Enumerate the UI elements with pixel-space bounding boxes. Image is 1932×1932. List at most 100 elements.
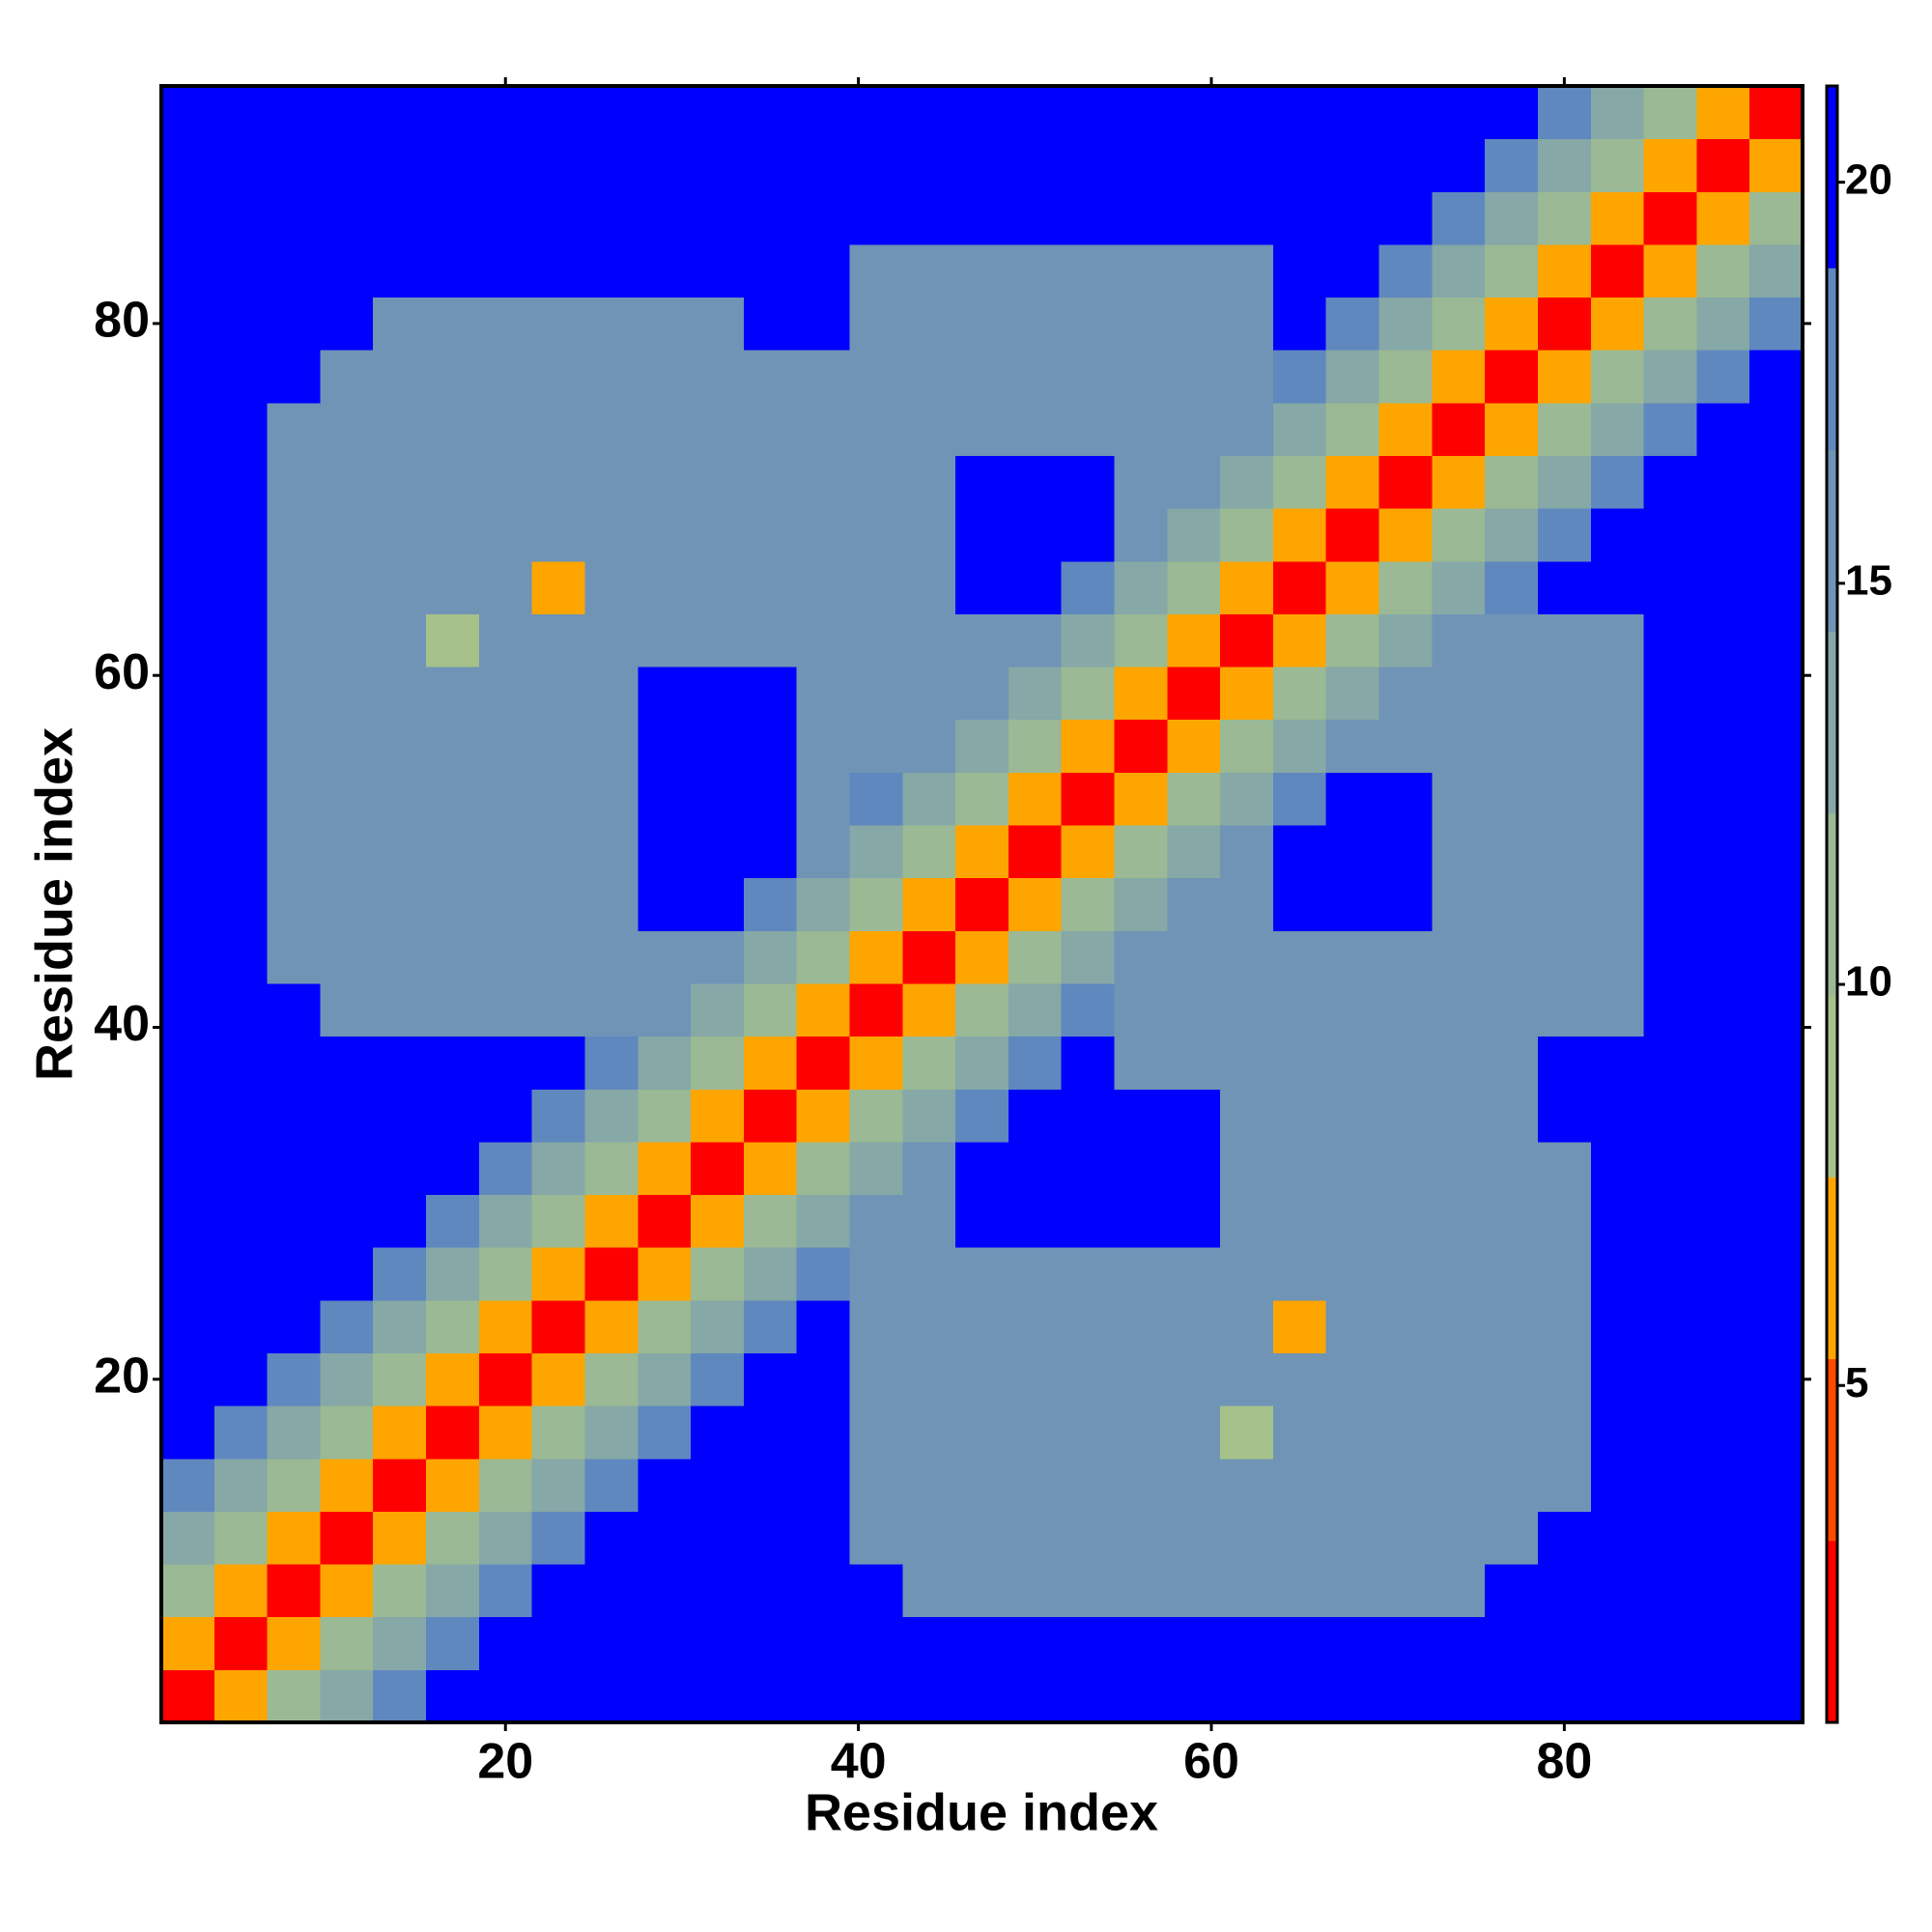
cell	[267, 719, 321, 773]
cell	[1114, 877, 1168, 931]
cell	[531, 1511, 585, 1565]
cell	[638, 1564, 692, 1618]
cell	[1272, 138, 1327, 192]
cell	[691, 1036, 745, 1090]
cell	[743, 1458, 798, 1512]
cell	[902, 86, 956, 140]
cell	[320, 350, 374, 404]
cell	[1485, 243, 1539, 298]
cell	[902, 560, 956, 614]
cell	[743, 982, 798, 1037]
cell	[902, 1669, 956, 1723]
cell	[796, 350, 850, 404]
cell	[320, 825, 374, 879]
cell	[161, 1089, 215, 1143]
cell	[320, 1299, 374, 1353]
cell	[531, 772, 585, 826]
cell	[1061, 877, 1116, 931]
cell	[691, 667, 745, 721]
cell	[743, 1564, 798, 1618]
cell	[1643, 1406, 1697, 1460]
x-tick-label: 40	[831, 1734, 887, 1790]
cell	[478, 86, 533, 140]
cell	[1378, 719, 1433, 773]
cell	[1537, 455, 1592, 509]
cell	[213, 1036, 269, 1090]
cell	[1485, 1089, 1539, 1143]
cell	[849, 1352, 903, 1406]
cell	[531, 1036, 585, 1090]
cell	[478, 877, 533, 931]
cell	[796, 1352, 850, 1406]
cell	[1643, 1352, 1697, 1406]
cell	[1537, 402, 1592, 457]
cell	[691, 86, 745, 140]
cell	[478, 560, 533, 614]
cell	[1590, 1511, 1645, 1565]
cell	[584, 1247, 639, 1301]
cell	[796, 297, 850, 351]
cell	[1114, 455, 1168, 509]
cell	[213, 1194, 269, 1248]
cell	[1537, 825, 1592, 879]
cell	[1696, 877, 1750, 931]
cell	[1749, 1141, 1804, 1196]
cell	[955, 1089, 1009, 1143]
cell	[161, 508, 215, 562]
cell	[1325, 772, 1380, 826]
cell	[426, 138, 480, 192]
cell	[1432, 560, 1486, 614]
y-tick-label: 40	[94, 996, 150, 1052]
cell	[426, 930, 480, 984]
cell	[1590, 930, 1645, 984]
cell	[373, 350, 427, 404]
cell	[1061, 930, 1116, 984]
cell	[161, 243, 215, 298]
cell	[1220, 1616, 1274, 1670]
cell	[1696, 613, 1750, 668]
cell	[902, 772, 956, 826]
cell	[638, 667, 692, 721]
cell	[1272, 455, 1327, 509]
cell	[1378, 877, 1433, 931]
cell	[373, 613, 427, 668]
cell	[1272, 1406, 1327, 1460]
cell	[1325, 825, 1380, 879]
cell	[373, 1669, 427, 1723]
cell	[1537, 191, 1592, 245]
cell	[1008, 1141, 1063, 1196]
cell	[1325, 1458, 1380, 1512]
cell	[638, 825, 692, 879]
cell	[1432, 86, 1486, 140]
cell	[478, 1458, 533, 1512]
cell	[320, 86, 374, 140]
cell	[426, 825, 480, 879]
cell	[955, 772, 1009, 826]
cell	[638, 138, 692, 192]
cell	[1485, 930, 1539, 984]
cell	[638, 772, 692, 826]
cell	[584, 877, 639, 931]
cell	[743, 297, 798, 351]
cell	[320, 1616, 374, 1670]
cell	[1696, 1511, 1750, 1565]
cell	[320, 191, 374, 245]
cell	[584, 930, 639, 984]
cell	[1378, 508, 1433, 562]
cell	[1378, 455, 1433, 509]
cell	[1590, 560, 1645, 614]
cell	[1590, 1406, 1645, 1460]
cell	[1485, 191, 1539, 245]
cell	[1008, 825, 1063, 879]
cell	[213, 613, 269, 668]
cell	[1432, 243, 1486, 298]
cell	[743, 1352, 798, 1406]
cell	[426, 1616, 480, 1670]
cell	[902, 982, 956, 1037]
cell	[1114, 560, 1168, 614]
cell	[1008, 455, 1063, 509]
cell	[478, 1406, 533, 1460]
y-tick-label: 60	[94, 644, 150, 700]
cell	[743, 350, 798, 404]
cell	[1325, 1406, 1380, 1460]
